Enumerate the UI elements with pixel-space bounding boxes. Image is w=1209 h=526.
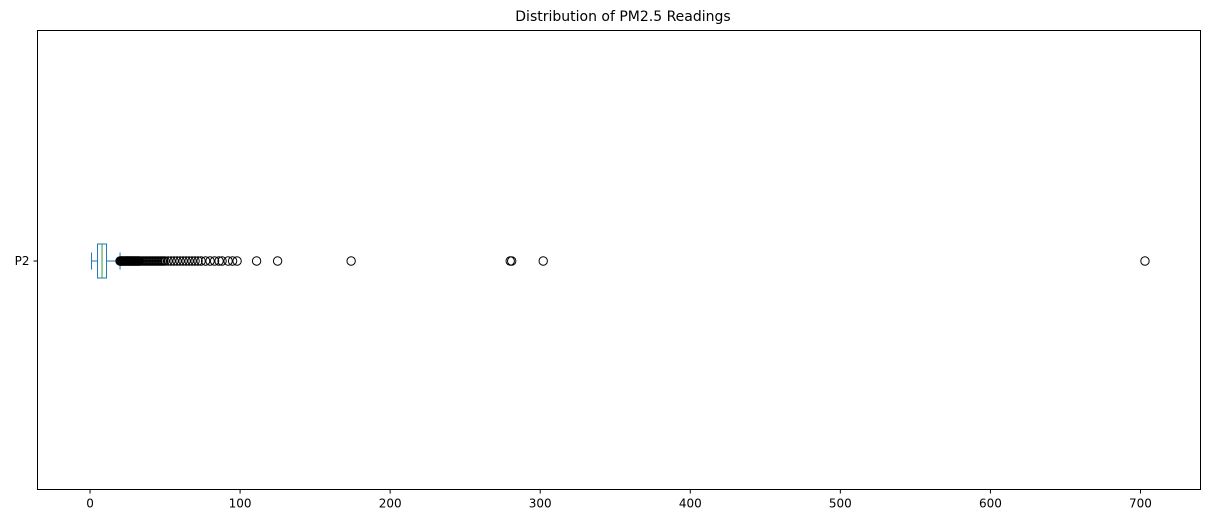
outlier-point [184,256,194,266]
outlier-point [200,256,211,266]
outlier-point [178,256,188,266]
x-tick-label: 200 [379,497,402,511]
outlier-point [166,256,176,266]
outlier-points [115,256,1150,266]
outlier-point [507,256,517,266]
x-tick-label: 600 [979,497,1002,511]
x-tick-label: 700 [1129,497,1152,511]
outlier-point [538,256,548,266]
outlier-point [160,256,170,266]
outlier-point [169,256,179,266]
y-tick-label: P2 [15,254,30,268]
outlier-point [232,256,242,266]
outlier-point [175,256,185,266]
y-axis: P2 [15,254,38,268]
outlier-point [214,256,224,266]
x-tick-label: 0 [86,497,94,511]
x-tick-label: 500 [829,497,852,511]
outlier-point [193,256,203,266]
outlier-point [223,256,233,266]
outlier-point [227,256,238,266]
outlier-point [181,256,191,266]
outlier-point [217,256,227,266]
outlier-point [251,256,262,266]
outlier-point [205,256,215,266]
x-tick-label: 400 [679,497,702,511]
x-axis: 0 100 200 300 400 500 600 700 [86,489,1152,511]
outlier-point [172,256,182,266]
outlier-point [163,256,173,266]
x-tick-label: 100 [229,497,252,511]
x-tick-label: 300 [529,497,552,511]
outlier-point [346,256,356,266]
outlier-point [209,256,220,266]
outlier-point [187,256,197,266]
outlier-point [196,256,206,266]
outlier-point [1140,256,1150,266]
outlier-point [190,256,200,266]
chart-title: Distribution of PM2.5 Readings [515,9,730,25]
outlier-point [272,256,283,266]
plot-area-frame [37,30,1201,490]
